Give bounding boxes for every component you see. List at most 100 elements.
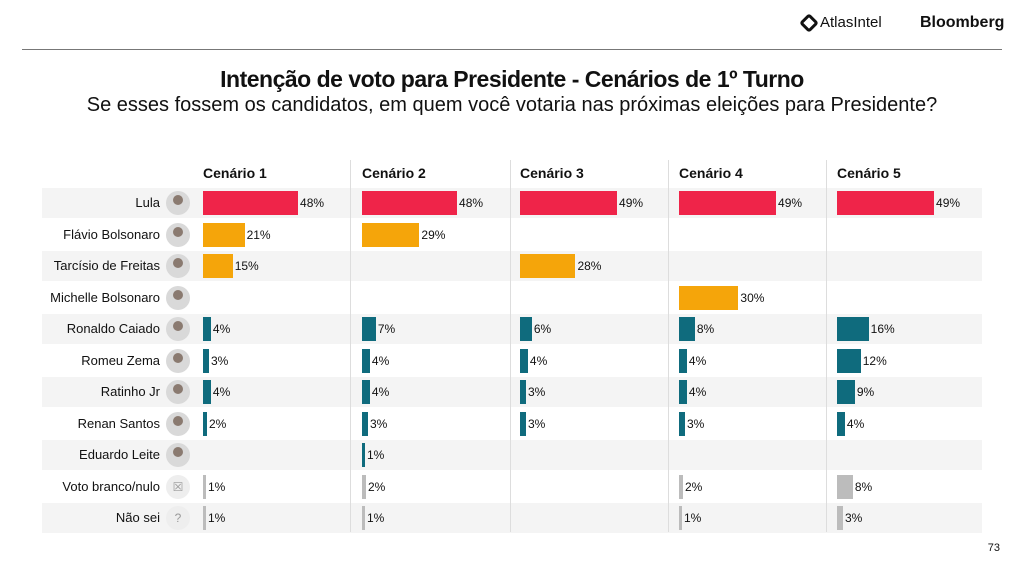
bar bbox=[837, 380, 855, 404]
row-background bbox=[42, 314, 982, 344]
row-background bbox=[42, 251, 982, 281]
chart-subtitle: Se esses fossem os candidatos, em quem v… bbox=[86, 94, 938, 116]
header-divider bbox=[22, 49, 1002, 50]
bar bbox=[203, 411, 207, 436]
bar bbox=[837, 506, 843, 530]
bar bbox=[837, 474, 853, 499]
row-background bbox=[42, 503, 982, 533]
data-label: 4% bbox=[212, 322, 231, 336]
candidate-avatar bbox=[166, 317, 190, 341]
bar bbox=[203, 191, 299, 215]
bar bbox=[520, 411, 526, 436]
blank-vote-icon: ☒ bbox=[166, 474, 190, 499]
data-label: 4% bbox=[846, 416, 865, 431]
bar bbox=[679, 474, 683, 499]
bar bbox=[520, 380, 526, 404]
data-label: 4% bbox=[371, 385, 390, 399]
data-label: 4% bbox=[529, 353, 548, 368]
bloomberg-logo: Bloomberg bbox=[920, 14, 1005, 31]
bar bbox=[679, 411, 685, 436]
data-label: 4% bbox=[688, 353, 707, 368]
bar bbox=[362, 317, 376, 341]
bar bbox=[679, 317, 695, 341]
bar bbox=[837, 191, 935, 215]
bar bbox=[203, 348, 209, 373]
row-background bbox=[42, 440, 982, 470]
data-label: 1% bbox=[684, 511, 702, 525]
data-label: 3% bbox=[844, 511, 863, 525]
bar bbox=[679, 348, 687, 373]
candidate-avatar bbox=[166, 222, 190, 247]
data-label: 30% bbox=[740, 290, 765, 305]
atlasintel-logo: AtlasIntel bbox=[799, 12, 882, 33]
candidate-avatar bbox=[166, 411, 190, 436]
bar bbox=[837, 348, 861, 373]
bar bbox=[520, 191, 618, 215]
scenario-divider bbox=[668, 160, 669, 532]
candidate-name: Flávio Bolsonaro bbox=[63, 226, 160, 242]
bar bbox=[837, 317, 869, 341]
data-label: 3% bbox=[369, 416, 388, 431]
question-icon: ? bbox=[166, 506, 190, 530]
data-label: 16% bbox=[870, 322, 895, 336]
candidate-name: Lula bbox=[135, 195, 160, 210]
data-label: 48% bbox=[459, 196, 484, 210]
scenario-divider bbox=[826, 160, 827, 532]
scenario-header: Cenário 4 bbox=[679, 165, 743, 181]
data-label: 2% bbox=[208, 416, 227, 431]
candidate-avatar bbox=[166, 348, 190, 373]
bar bbox=[203, 254, 233, 278]
bar bbox=[362, 380, 370, 404]
bar bbox=[203, 222, 245, 247]
candidate-name: Voto branco/nulo bbox=[62, 478, 160, 494]
bar bbox=[679, 191, 777, 215]
scenario-divider bbox=[350, 160, 351, 532]
bar bbox=[362, 222, 420, 247]
bar bbox=[203, 506, 206, 530]
scenario-header: Cenário 2 bbox=[362, 165, 426, 181]
row-background bbox=[42, 377, 982, 407]
data-label: 9% bbox=[856, 385, 875, 399]
data-label: 1% bbox=[367, 448, 385, 462]
bar bbox=[679, 506, 682, 530]
scenario-header: Cenário 5 bbox=[837, 165, 901, 181]
data-label: 8% bbox=[696, 322, 715, 336]
bar bbox=[520, 317, 532, 341]
candidate-name: Michelle Bolsonaro bbox=[50, 289, 160, 305]
data-label: 3% bbox=[527, 385, 546, 399]
candidate-name: Tarcísio de Freitas bbox=[53, 258, 160, 273]
data-label: 1% bbox=[208, 511, 226, 525]
data-label: 12% bbox=[862, 353, 887, 368]
data-label: 8% bbox=[854, 479, 873, 494]
data-label: 4% bbox=[371, 353, 390, 368]
data-label: 6% bbox=[533, 322, 552, 336]
scenario-header: Cenário 1 bbox=[203, 165, 267, 181]
data-label: 1% bbox=[208, 479, 226, 494]
data-label: 21% bbox=[246, 227, 271, 242]
data-label: 48% bbox=[300, 196, 325, 210]
bar bbox=[520, 254, 576, 278]
candidate-avatar bbox=[166, 443, 190, 467]
candidate-avatar bbox=[166, 285, 190, 310]
bar bbox=[362, 348, 370, 373]
candidate-name: Romeu Zema bbox=[81, 352, 160, 368]
data-label: 49% bbox=[936, 196, 961, 210]
candidate-name: Renan Santos bbox=[77, 415, 160, 431]
bar bbox=[837, 411, 845, 436]
row-background bbox=[42, 188, 982, 218]
candidate-avatar bbox=[166, 380, 190, 404]
bar bbox=[362, 191, 458, 215]
bar bbox=[679, 380, 687, 404]
bar bbox=[203, 474, 206, 499]
data-label: 3% bbox=[527, 416, 546, 431]
data-label: 4% bbox=[688, 385, 707, 399]
data-label: 2% bbox=[684, 479, 703, 494]
data-label: 29% bbox=[421, 227, 446, 242]
scenario-header: Cenário 3 bbox=[520, 165, 584, 181]
data-label: 3% bbox=[210, 353, 229, 368]
bar bbox=[203, 317, 211, 341]
data-label: 1% bbox=[367, 511, 385, 525]
data-label: 49% bbox=[619, 196, 644, 210]
bar bbox=[362, 506, 365, 530]
